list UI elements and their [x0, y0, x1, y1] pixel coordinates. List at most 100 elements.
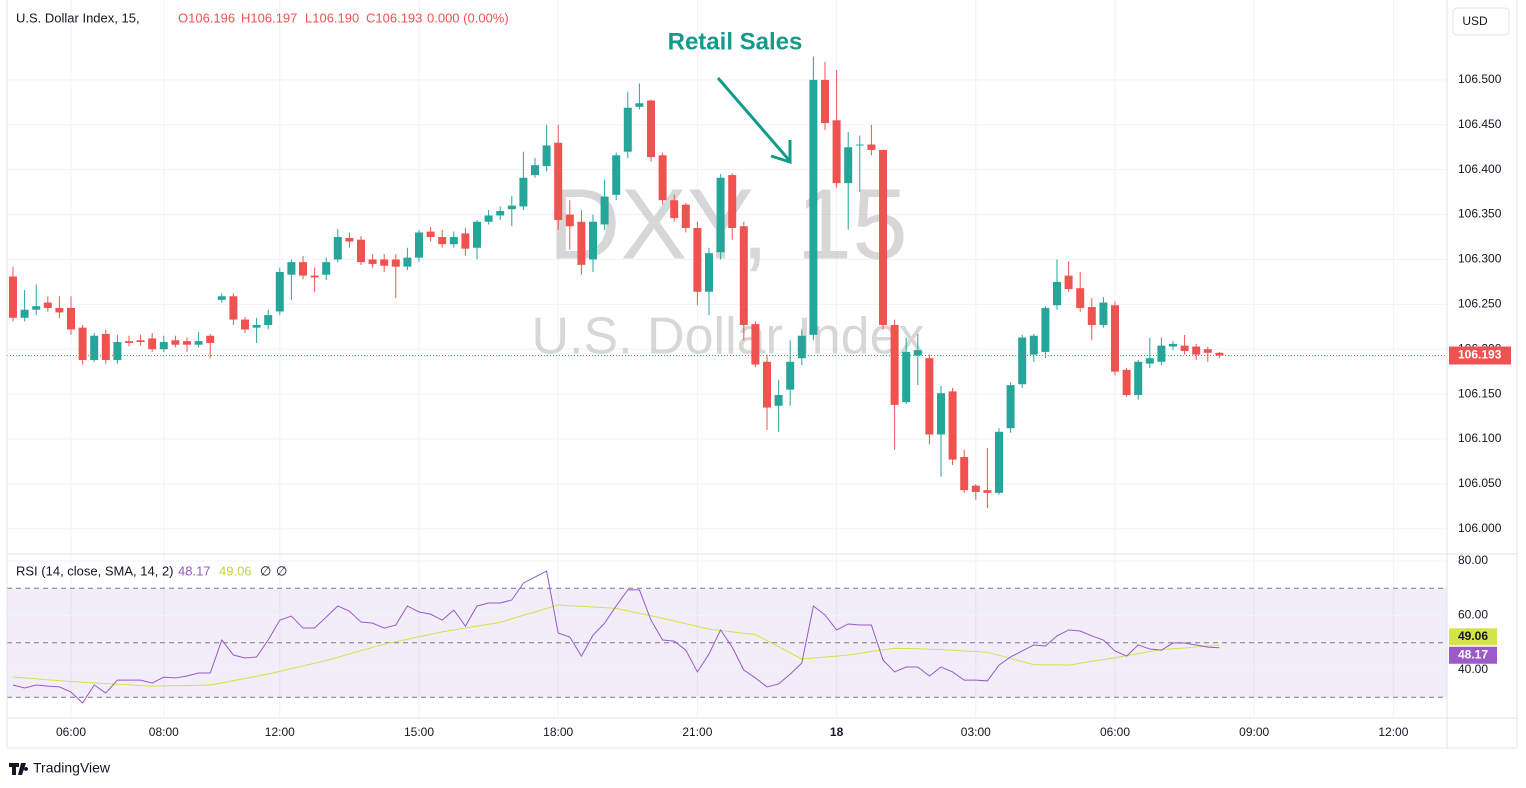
candle-body [1053, 281, 1061, 306]
candle-body [252, 324, 261, 328]
value-tag [1449, 646, 1497, 664]
y-tick-label: 60.00 [1458, 608, 1488, 622]
candle-body [1122, 369, 1131, 395]
y-tick-label: 106.450 [1458, 117, 1502, 131]
candle-body [183, 341, 191, 345]
value-tag [1449, 628, 1497, 646]
candle-body [565, 214, 574, 227]
candle-body [728, 175, 737, 229]
symbol-label: U.S. Dollar Index, 15, [16, 10, 140, 25]
candle-body [217, 296, 226, 300]
currency-button[interactable] [1452, 7, 1510, 36]
x-tick-label: 12:00 [265, 725, 295, 739]
candle-body [32, 306, 41, 310]
candle-body [113, 342, 122, 360]
candle-body [380, 259, 389, 266]
candle-body [589, 221, 597, 260]
y-tick-label: 106.100 [1458, 431, 1502, 445]
candle-body [1215, 352, 1224, 356]
candle-body [9, 276, 17, 318]
candle-body [241, 319, 249, 330]
candle-body [948, 391, 957, 460]
candle-body [1169, 343, 1177, 347]
candle-body [693, 228, 702, 292]
brand-name: TradingView [33, 760, 111, 776]
candle-body [832, 120, 841, 184]
candle-body [786, 361, 795, 390]
value-tag-label: 48.17 [1458, 647, 1488, 661]
candle-body [867, 144, 876, 150]
candle-body [461, 233, 470, 249]
candle-body [647, 100, 655, 158]
candle-body [960, 456, 969, 491]
rsi-title: RSI (14, close, SMA, 14, 2) [16, 563, 174, 578]
x-tick-label: 08:00 [149, 725, 179, 739]
rsi-line [12, 570, 1220, 704]
candle-body [821, 79, 829, 123]
candle-body [658, 155, 667, 201]
y-tick-label: 106.000 [1458, 521, 1502, 535]
y-tick-label: 40.00 [1458, 662, 1488, 676]
candle-body [194, 341, 203, 345]
candle-body [554, 142, 563, 220]
candle-body [20, 309, 29, 318]
x-tick-label: 15:00 [404, 725, 434, 739]
last-price-label: 106.193 [1458, 348, 1502, 362]
y-tick-label: 106.400 [1458, 162, 1502, 176]
y-tick-label: 106.300 [1458, 252, 1502, 266]
candle-body [797, 335, 806, 359]
candle-body [1064, 275, 1073, 290]
candle-body [844, 147, 853, 184]
watermark: DXY, 15 U.S. Dollar Index [531, 168, 924, 365]
brand-logo [9, 763, 29, 775]
candle-body [43, 302, 52, 308]
candle-body [577, 221, 586, 265]
candle-body [438, 237, 447, 245]
candle-body [287, 262, 296, 275]
annotation-arrowhead [770, 140, 792, 165]
candle-body [473, 221, 481, 248]
candle-body [1087, 307, 1096, 325]
candle-body [333, 237, 342, 260]
candle-body [739, 226, 748, 325]
candle-body [902, 351, 911, 403]
last-price-tag [1449, 346, 1511, 365]
candle-body [507, 205, 516, 210]
grid [7, 0, 1447, 718]
candle-body [1018, 337, 1027, 385]
y-tick-label: 106.050 [1458, 476, 1502, 490]
candle-body [809, 79, 818, 335]
candle-body [612, 155, 621, 195]
candle-body [264, 315, 273, 325]
x-tick-label: 06:00 [1100, 725, 1130, 739]
candle-body [496, 210, 505, 216]
candle-body [415, 232, 423, 258]
candle-body [531, 165, 539, 176]
x-tick-label: 09:00 [1239, 725, 1269, 739]
candle-body [600, 196, 609, 225]
ohlc-open: O106.196 [178, 10, 235, 25]
ohlc-high: H106.197 [241, 10, 297, 25]
candle-body [322, 262, 331, 275]
ohlc-low: L106.190 [305, 10, 359, 25]
candle-body [171, 340, 180, 345]
candle-body [78, 327, 87, 360]
candle-body [1145, 358, 1154, 364]
x-tick-label: 12:00 [1378, 725, 1408, 739]
candle-body [635, 103, 644, 107]
rsi-sma-value: 49.06 [219, 563, 252, 578]
candle-body [913, 350, 922, 356]
candle-body [357, 239, 365, 263]
currency-label: USD [1462, 14, 1488, 28]
candle-body [1111, 305, 1119, 372]
candle-body [670, 200, 679, 219]
candle-body [937, 393, 945, 435]
y-tick-label: 106.250 [1458, 297, 1502, 311]
x-tick-label: 03:00 [961, 725, 991, 739]
annotation: Retail Sales [668, 28, 803, 55]
candle-body [206, 335, 215, 343]
x-tick-label: 06:00 [56, 725, 86, 739]
candle-body [1203, 349, 1212, 353]
candle-body [716, 177, 725, 253]
candle-body [484, 215, 493, 222]
